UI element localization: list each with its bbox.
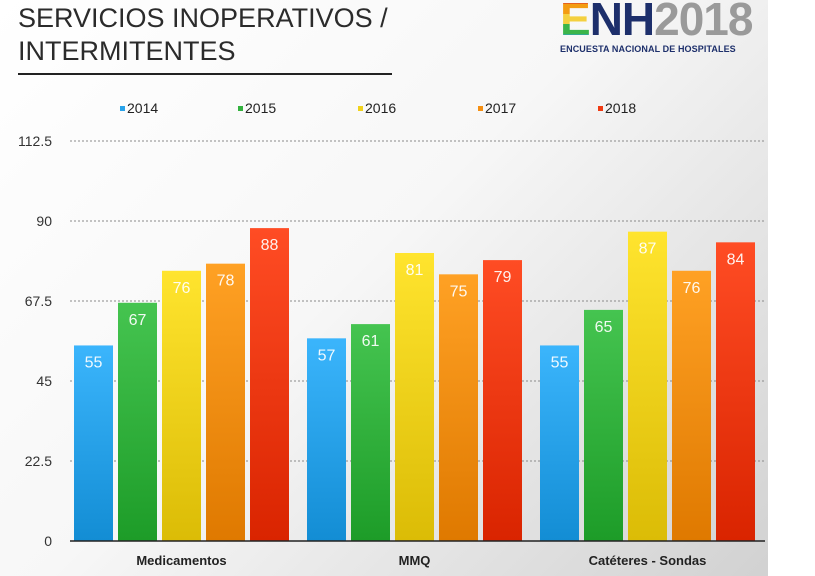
bar [584, 309, 623, 541]
data-label: 76 [173, 280, 191, 297]
y-tick-label: 22.5 [25, 453, 52, 469]
bar [716, 242, 755, 542]
bar [74, 345, 113, 541]
x-tick-label: Medicamentos [136, 553, 226, 568]
data-label: 88 [261, 237, 279, 254]
title-line-1: SERVICIOS INOPERATIVOS / [18, 3, 388, 33]
bar [628, 231, 667, 541]
bar [483, 260, 522, 541]
y-tick-label: 45 [36, 373, 52, 389]
bar [118, 302, 157, 541]
chart-legend: 2014 2015 2016 2017 2018 [120, 100, 680, 118]
data-label: 79 [494, 269, 512, 286]
bar [162, 270, 201, 541]
bar [250, 228, 289, 541]
title-underline [18, 73, 392, 75]
legend-label: 2014 [127, 100, 159, 116]
data-label: 57 [318, 347, 336, 364]
legend-item: 2015 [238, 100, 276, 116]
bar-chart: 0 22.5 45 67.5 90 112.5 55 67 76 78 88 Medicamentos… [18, 133, 765, 568]
logo-enh-text: ENH [560, 0, 655, 45]
y-tick-label: 67.5 [25, 293, 52, 309]
bar [395, 253, 434, 541]
legend-swatch [120, 105, 125, 111]
data-label: 67 [129, 312, 147, 329]
y-tick-label: 90 [36, 213, 52, 229]
legend-item: 2014 [120, 100, 158, 116]
bar [540, 345, 579, 541]
title-line-2: INTERMITENTES [18, 36, 236, 66]
bar [439, 274, 478, 541]
y-tick-label: 112.5 [18, 133, 52, 149]
right-edge-panel [768, 0, 815, 576]
legend-item: 2016 [358, 100, 396, 116]
data-label: 55 [85, 354, 103, 371]
legend-swatch [358, 105, 363, 111]
legend-swatch [238, 105, 243, 111]
legend-swatch [478, 105, 483, 111]
data-label: 55 [551, 354, 569, 371]
logo-nh-letters: NH [589, 0, 655, 45]
legend-item: 2018 [598, 100, 636, 116]
legend-swatch [598, 105, 603, 111]
data-label: 78 [217, 273, 235, 290]
logo-subtitle: ENCUESTA NACIONAL DE HOSPITALES [560, 44, 736, 54]
data-label: 84 [727, 251, 745, 268]
legend-item: 2017 [478, 100, 516, 116]
data-label: 61 [362, 333, 380, 350]
legend-label: 2018 [605, 100, 637, 116]
enh-logo: ENH2018 ENCUESTA NACIONAL DE HOSPITALES [560, 0, 772, 60]
x-tick-label: MMQ [399, 553, 431, 568]
x-tick-label: Catéteres - Sondas [589, 553, 707, 568]
data-label: 76 [683, 280, 701, 297]
data-label: 87 [639, 241, 657, 258]
logo-e-letter: E [560, 0, 591, 45]
data-label: 65 [595, 319, 613, 336]
y-tick-label: 0 [44, 533, 52, 549]
bar [351, 324, 390, 541]
logo-wordmark: ENH2018 [560, 0, 753, 45]
logo-year-text: 2018 [654, 0, 753, 45]
data-label: 81 [406, 262, 424, 279]
bar [672, 270, 711, 541]
data-label: 75 [450, 283, 468, 300]
legend-label: 2015 [245, 100, 277, 116]
legend-label: 2017 [485, 100, 517, 116]
bar [307, 338, 346, 541]
bar [206, 263, 245, 541]
legend-label: 2016 [365, 100, 397, 116]
page-title: SERVICIOS INOPERATIVOS / INTERMITENTES [18, 2, 398, 68]
